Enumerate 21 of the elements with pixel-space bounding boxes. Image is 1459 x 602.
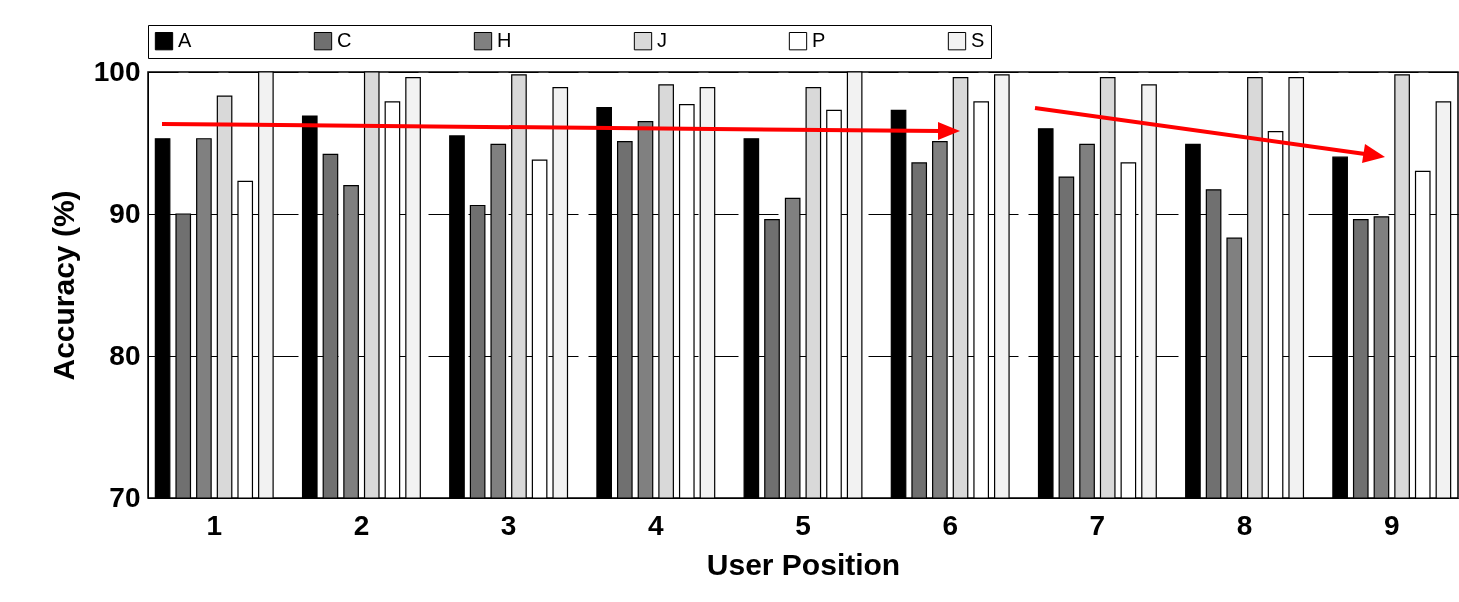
- legend-label: S: [971, 29, 985, 52]
- x-tick-label: 8: [1236, 509, 1253, 541]
- y-axis-title: Accuracy (%): [46, 190, 80, 381]
- legend-label: C: [337, 29, 352, 52]
- y-tick-label: 70: [109, 481, 141, 513]
- legend-label: A: [178, 29, 192, 52]
- x-tick-label: 4: [648, 509, 665, 541]
- x-tick-label: 6: [942, 509, 958, 541]
- x-tick-label: 7: [1089, 509, 1106, 541]
- y-tick-label: 90: [109, 197, 141, 229]
- x-tick-label: 1: [206, 509, 223, 541]
- x-axis-title: User Position: [706, 547, 901, 581]
- legend-label: P: [812, 29, 826, 52]
- x-tick-label: 5: [795, 509, 811, 541]
- x-tick-label: 2: [353, 509, 370, 541]
- y-tick-label: 100: [93, 55, 141, 87]
- y-tick-label: 80: [109, 339, 141, 371]
- legend-label: H: [497, 29, 512, 52]
- x-tick-label: 9: [1383, 509, 1400, 541]
- legend-label: J: [657, 29, 667, 52]
- x-tick-label: 3: [500, 509, 517, 541]
